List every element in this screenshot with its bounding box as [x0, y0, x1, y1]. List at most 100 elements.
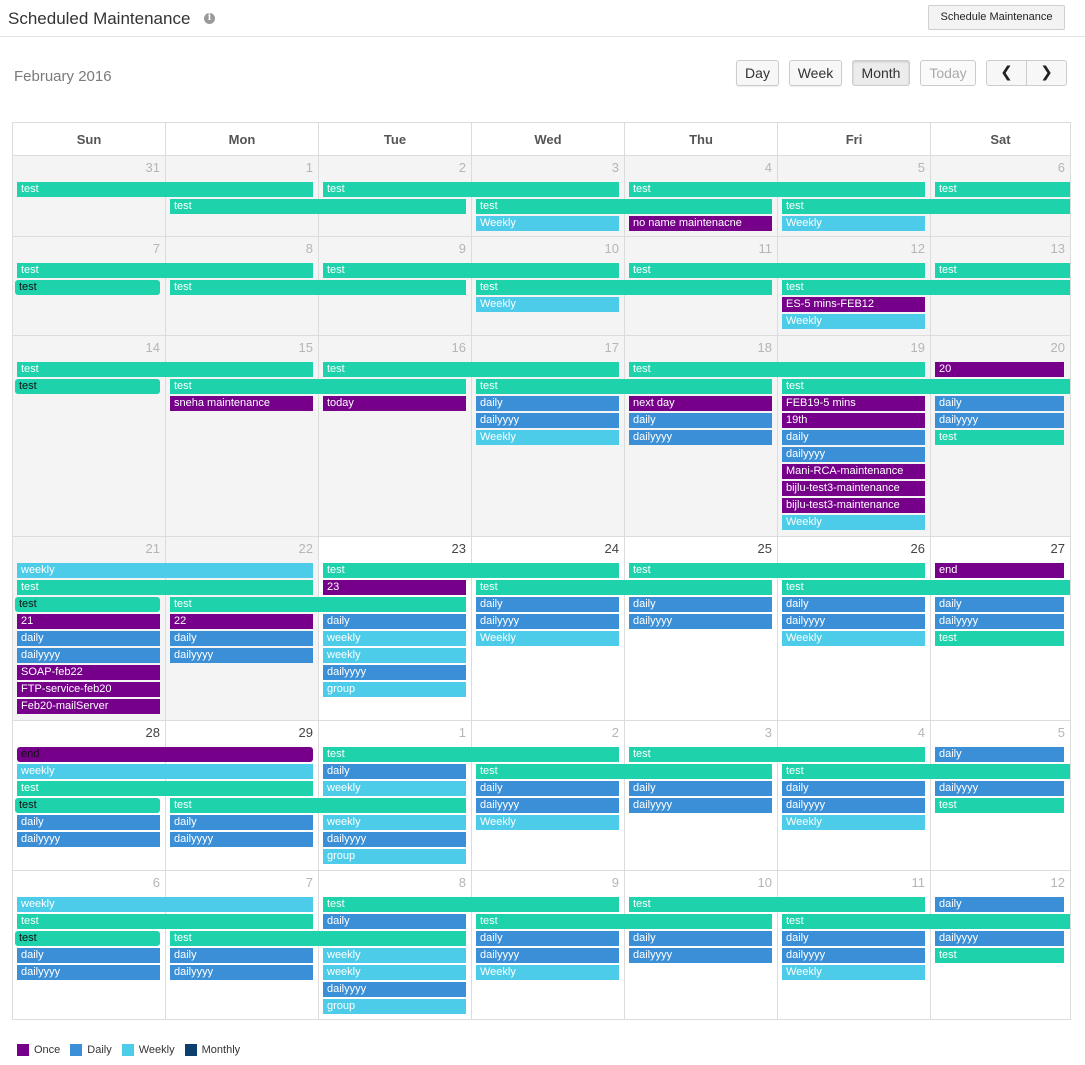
event-test[interactable]: test — [476, 580, 772, 595]
event-test[interactable]: test — [170, 597, 466, 612]
event-daily[interactable]: dailyyyy — [476, 413, 619, 428]
event-test[interactable]: test — [629, 747, 925, 762]
schedule-maintenance-button[interactable]: Schedule Maintenance — [928, 5, 1065, 30]
day-cell[interactable]: 6 — [13, 871, 166, 1019]
event-once[interactable]: bijlu-test3-maintenance — [782, 481, 925, 496]
event-daily[interactable]: daily — [170, 948, 313, 963]
event-weekly[interactable]: weekly — [323, 648, 466, 663]
event-once[interactable]: end — [17, 747, 313, 762]
event-test[interactable]: test — [323, 747, 619, 762]
event-once[interactable]: FTP-service-feb20 — [17, 682, 160, 697]
event-test[interactable]: test — [323, 182, 619, 197]
event-test[interactable]: test — [15, 379, 160, 394]
event-daily[interactable]: dailyyyy — [170, 648, 313, 663]
day-cell[interactable]: 8 — [319, 871, 472, 1019]
event-weekly[interactable]: group — [323, 682, 466, 697]
event-daily[interactable]: daily — [476, 396, 619, 411]
event-weekly[interactable]: group — [323, 849, 466, 864]
event-weekly[interactable]: weekly — [323, 815, 466, 830]
day-view-button[interactable]: Day — [736, 60, 779, 86]
event-test[interactable]: test — [323, 563, 619, 578]
event-once[interactable]: 21 — [17, 614, 160, 629]
event-daily[interactable]: dailyyyy — [17, 832, 160, 847]
event-weekly[interactable]: Weekly — [782, 216, 925, 231]
event-weekly[interactable]: weekly — [323, 948, 466, 963]
day-cell[interactable]: 26 — [778, 537, 931, 721]
event-test[interactable]: test — [476, 379, 772, 394]
event-daily[interactable]: daily — [782, 597, 925, 612]
day-cell[interactable]: 2 — [472, 721, 625, 871]
event-daily[interactable]: daily — [629, 597, 772, 612]
event-test[interactable]: test — [17, 362, 313, 377]
event-test[interactable]: test — [17, 182, 313, 197]
event-weekly[interactable]: weekly — [17, 764, 313, 779]
event-daily[interactable]: daily — [476, 597, 619, 612]
event-test[interactable]: test — [170, 280, 466, 295]
event-daily[interactable]: daily — [629, 781, 772, 796]
event-daily[interactable]: dailyyyy — [170, 832, 313, 847]
event-daily[interactable]: dailyyyy — [782, 614, 925, 629]
event-weekly[interactable]: Weekly — [476, 965, 619, 980]
event-once[interactable]: sneha maintenance — [170, 396, 313, 411]
event-weekly[interactable]: Weekly — [782, 314, 925, 329]
event-weekly[interactable]: weekly — [17, 563, 313, 578]
event-daily[interactable]: dailyyyy — [323, 982, 466, 997]
event-daily[interactable]: dailyyyy — [476, 614, 619, 629]
event-daily[interactable]: daily — [170, 815, 313, 830]
event-test[interactable]: test — [935, 631, 1064, 646]
event-daily[interactable]: daily — [476, 931, 619, 946]
event-daily[interactable]: dailyyyy — [782, 948, 925, 963]
event-test[interactable]: test — [476, 764, 772, 779]
event-test[interactable]: test — [782, 764, 1070, 779]
today-button[interactable]: Today — [920, 60, 976, 86]
event-test[interactable]: test — [782, 580, 1070, 595]
event-test[interactable]: test — [15, 798, 160, 813]
event-daily[interactable]: dailyyyy — [935, 931, 1064, 946]
event-daily[interactable]: dailyyyy — [629, 614, 772, 629]
event-daily[interactable]: daily — [782, 931, 925, 946]
event-weekly[interactable]: Weekly — [782, 815, 925, 830]
chevron-right-icon[interactable]: ❯ — [1040, 64, 1053, 81]
event-daily[interactable]: dailyyyy — [170, 965, 313, 980]
event-daily[interactable]: daily — [935, 747, 1064, 762]
event-weekly[interactable]: weekly — [323, 631, 466, 646]
event-daily[interactable]: daily — [323, 914, 466, 929]
event-once[interactable]: ES-5 mins-FEB12 — [782, 297, 925, 312]
event-weekly[interactable]: weekly — [17, 897, 313, 912]
event-daily[interactable]: dailyyyy — [782, 447, 925, 462]
event-test[interactable]: test — [170, 199, 466, 214]
event-test[interactable]: test — [15, 280, 160, 295]
event-once[interactable]: Feb20-mailServer — [17, 699, 160, 714]
event-once[interactable]: next day — [629, 396, 772, 411]
event-daily[interactable]: daily — [782, 430, 925, 445]
event-daily[interactable]: dailyyyy — [782, 798, 925, 813]
event-daily[interactable]: daily — [629, 413, 772, 428]
event-test[interactable]: test — [629, 263, 925, 278]
event-daily[interactable]: daily — [170, 631, 313, 646]
event-daily[interactable]: dailyyyy — [629, 798, 772, 813]
event-daily[interactable]: dailyyyy — [629, 948, 772, 963]
event-weekly[interactable]: Weekly — [476, 631, 619, 646]
event-daily[interactable]: daily — [323, 614, 466, 629]
month-view-button[interactable]: Month — [852, 60, 910, 86]
event-once[interactable]: 19th — [782, 413, 925, 428]
event-weekly[interactable]: Weekly — [476, 297, 619, 312]
event-test[interactable]: test — [629, 897, 925, 912]
event-weekly[interactable]: Weekly — [782, 965, 925, 980]
event-daily[interactable]: daily — [629, 931, 772, 946]
event-test[interactable]: test — [323, 897, 619, 912]
day-cell[interactable]: 5 — [931, 721, 1070, 871]
event-test[interactable]: test — [476, 914, 772, 929]
event-once[interactable]: no name maintenacne — [629, 216, 772, 231]
event-weekly[interactable]: Weekly — [476, 815, 619, 830]
event-weekly[interactable]: group — [323, 999, 466, 1014]
event-once[interactable]: Mani-RCA-maintenance — [782, 464, 925, 479]
event-once[interactable]: FEB19-5 mins — [782, 396, 925, 411]
day-cell[interactable]: 12 — [931, 871, 1070, 1019]
event-daily[interactable]: daily — [935, 897, 1064, 912]
event-weekly[interactable]: weekly — [323, 781, 466, 796]
event-weekly[interactable]: Weekly — [782, 515, 925, 530]
event-test[interactable]: test — [323, 263, 619, 278]
week-view-button[interactable]: Week — [789, 60, 842, 86]
event-test[interactable]: test — [629, 182, 925, 197]
